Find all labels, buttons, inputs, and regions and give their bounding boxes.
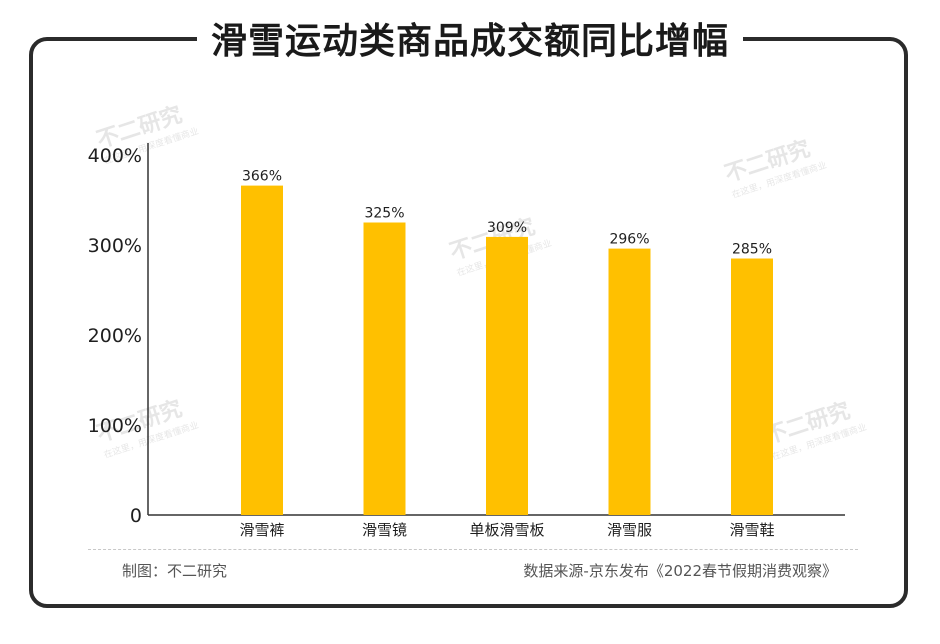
bar-data-label: 309% — [487, 220, 527, 236]
x-category-label: 单板滑雪板 — [469, 521, 544, 539]
y-tick-label: 100% — [88, 415, 142, 437]
chart-title: 滑雪运动类商品成交额同比增幅 — [196, 12, 743, 64]
chart-credit: 制图：不二研究 — [122, 562, 228, 580]
y-tick-label: 200% — [88, 325, 142, 347]
data-source: 数据来源-京东发布《2022春节假期消费观察》 — [523, 562, 837, 580]
bar — [731, 258, 773, 515]
title-container: 滑雪运动类商品成交额同比增幅 — [0, 10, 940, 66]
footer-divider — [88, 549, 858, 550]
x-category-label: 滑雪裤 — [239, 521, 284, 539]
x-category-label: 滑雪鞋 — [729, 521, 774, 539]
y-tick-label: 0 — [130, 505, 142, 527]
bar-data-label: 366% — [242, 169, 282, 185]
bar — [608, 248, 651, 515]
bar-data-label: 296% — [609, 232, 649, 248]
bar-data-label: 325% — [364, 206, 404, 222]
y-tick-label: 400% — [88, 145, 142, 167]
bar-data-label: 285% — [732, 242, 772, 258]
bar — [241, 185, 283, 515]
bar — [486, 236, 528, 515]
bar — [363, 222, 406, 515]
y-tick-label: 300% — [88, 235, 142, 257]
x-category-label: 滑雪镜 — [362, 521, 407, 539]
x-category-label: 滑雪服 — [607, 521, 652, 539]
